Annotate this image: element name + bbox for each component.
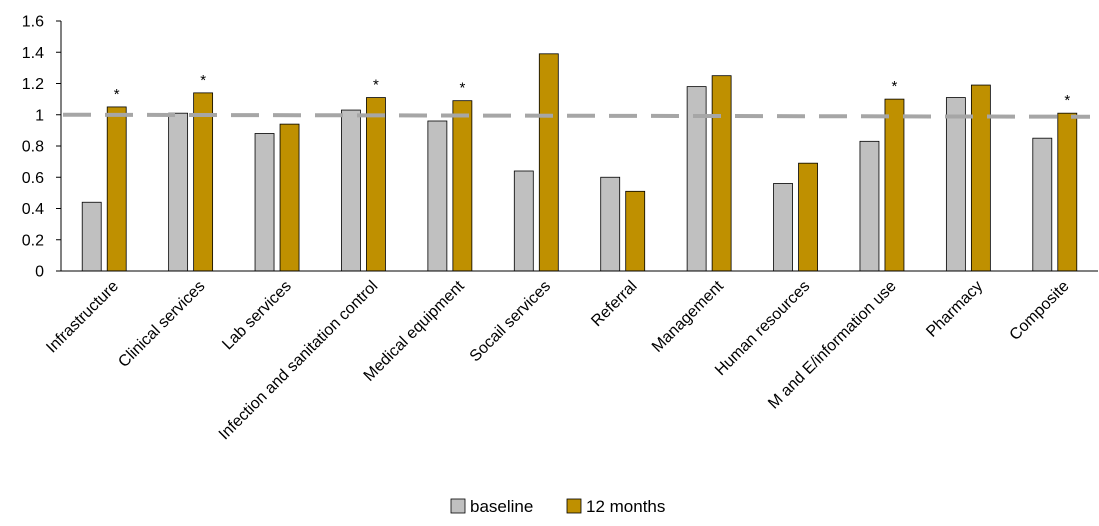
legend-label-baseline: baseline [470, 497, 533, 516]
bar-12-months [798, 162, 818, 272]
legend: baseline 12 months [450, 497, 665, 516]
y-tick-label: 0 [35, 264, 44, 281]
y-tick-label: 0.8 [22, 139, 44, 156]
bar-12-months [625, 190, 646, 272]
bar-baseline [600, 176, 621, 272]
legend-label-12-months: 12 months [586, 497, 665, 516]
bar-baseline [859, 140, 880, 272]
bar-baseline [513, 170, 534, 272]
bar-12-months [366, 97, 386, 272]
x-tick-label: Composite [1007, 278, 1073, 344]
x-tick-label: Referral [588, 278, 640, 330]
significance-star: * [200, 72, 206, 89]
y-tick-label: 0.2 [22, 232, 44, 249]
bar-12-months [106, 106, 127, 272]
significance-star: * [373, 77, 379, 94]
x-tick-label: Human resources [712, 278, 813, 379]
bar-baseline [81, 201, 102, 272]
y-axis: 0 0.2 0.4 0.6 0.8 1 1.2 1.4 1.6 [22, 14, 62, 281]
legend-swatch-12-months [566, 498, 582, 514]
x-tick-label: Infrastructure [43, 278, 122, 357]
significance-star: * [459, 80, 465, 97]
bar-12-months [711, 75, 732, 272]
bar-baseline [1032, 137, 1053, 272]
x-tick-label: Clinical services [115, 278, 208, 371]
y-tick-label: 1.6 [22, 14, 44, 31]
bar-12-months [884, 98, 905, 272]
bar-baseline [945, 97, 966, 272]
bar-12-months [452, 100, 473, 272]
x-tick-label: Lab services [219, 278, 295, 354]
bar-12-months [279, 123, 300, 272]
bar-12-months [538, 53, 559, 272]
bar-baseline [341, 109, 361, 272]
significance-markers: * * * * * * [114, 72, 1071, 109]
x-tick-label: Pharmacy [923, 278, 986, 341]
y-tick-label: 1 [35, 107, 44, 124]
bar-baseline [168, 112, 189, 272]
bar-baseline [427, 120, 448, 272]
bar-baseline [773, 183, 793, 272]
significance-star: * [114, 86, 120, 103]
y-tick-label: 0.6 [22, 170, 44, 187]
y-tick-label: 1.2 [22, 76, 44, 93]
x-tick-label: Socail services [467, 278, 554, 365]
reference-line-group [62, 112, 1091, 119]
bars [81, 53, 1078, 272]
significance-star: * [892, 78, 898, 95]
bar-12-months [193, 92, 214, 272]
y-tick-label: 0.4 [22, 201, 44, 218]
x-tick-label: Infection and sanitation control [216, 278, 381, 443]
y-tick-label: 1.4 [22, 45, 44, 62]
bar-baseline [254, 133, 275, 272]
legend-swatch-baseline [450, 498, 466, 514]
x-tick-label: Management [649, 277, 727, 355]
significance-star: * [1064, 92, 1070, 109]
bar-12-months [970, 84, 991, 272]
bar-12-months [1057, 112, 1078, 272]
reference-line [62, 112, 1091, 119]
